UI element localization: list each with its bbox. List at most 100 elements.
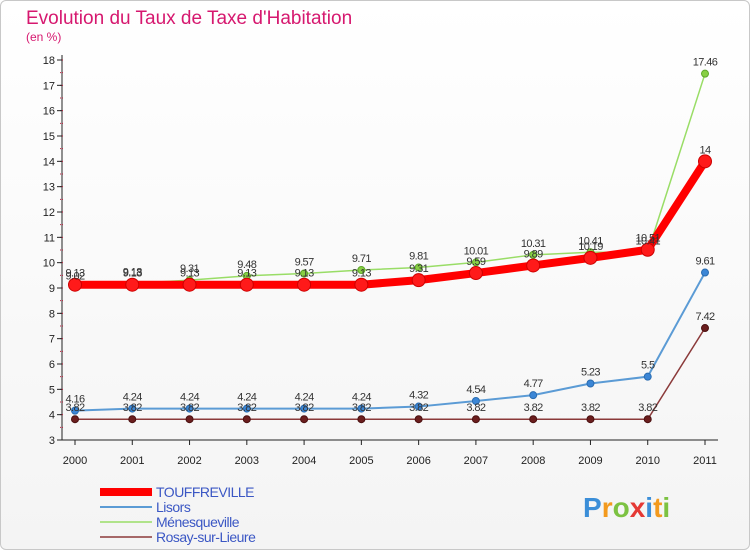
logo-letter: i — [662, 492, 670, 523]
data-label-lisors: 4.16 — [65, 394, 84, 406]
data-label-lisors: 4.24 — [295, 392, 314, 404]
data-label-rosay-sur-lieure: 3.82 — [237, 402, 256, 414]
data-label-rosay-sur-lieure: 3.82 — [123, 402, 142, 414]
y-tick-label: 18 — [43, 55, 55, 67]
y-tick-label: 10 — [43, 258, 55, 270]
y-tick-label: 9 — [49, 283, 55, 295]
data-point-rosay-sur-lieure — [414, 415, 423, 424]
data-label-touffreville: 9.13 — [65, 268, 84, 280]
data-label-rosay-sur-lieure: 3.82 — [352, 402, 371, 414]
data-label-lisors: 4.24 — [123, 392, 142, 404]
data-label-m-nesqueville: 9.18 — [123, 266, 142, 278]
data-label-rosay-sur-lieure: 7.42 — [695, 311, 714, 323]
x-tick-label: 2010 — [635, 455, 659, 467]
x-tick-label: 2009 — [578, 455, 602, 467]
data-point-rosay-sur-lieure — [586, 415, 595, 424]
x-tick-label: 2000 — [63, 455, 87, 467]
series-line-m-nesqueville — [74, 72, 706, 289]
data-label-touffreville: 10.51 — [635, 233, 660, 245]
data-point-touffreville — [125, 277, 140, 292]
data-point-rosay-sur-lieure — [300, 415, 309, 424]
logo-letter: x — [630, 492, 646, 523]
data-label-m-nesqueville: 10.01 — [464, 245, 489, 257]
data-label-touffreville: 10.19 — [578, 241, 603, 253]
data-point-rosay-sur-lieure — [128, 415, 137, 424]
data-point-rosay-sur-lieure — [471, 415, 480, 424]
data-label-m-nesqueville: 10.41 — [635, 235, 660, 247]
series-line-rosay-sur-lieure — [74, 327, 706, 420]
data-label-rosay-sur-lieure: 3.82 — [65, 402, 84, 414]
chart-subtitle: (en %) — [26, 30, 61, 44]
data-point-lisors — [71, 406, 79, 415]
x-tick-label: 2011 — [693, 455, 717, 467]
y-tick-label: 3 — [49, 435, 55, 447]
data-labels: 3.82 3.82 3.82 3.82 3.82 3.82 3.82 3.82 3.82 3.82… — [65, 57, 718, 415]
data-point-m-nesqueville — [414, 263, 423, 272]
data-label-touffreville: 9.13 — [295, 268, 314, 280]
data-point-lisors — [586, 379, 595, 388]
logo-text: Proxiti — [583, 492, 670, 523]
data-label-rosay-sur-lieure: 3.82 — [581, 402, 600, 414]
data-point-lisors — [128, 404, 137, 413]
data-label-rosay-sur-lieure: 3.82 — [409, 402, 428, 414]
data-point-m-nesqueville — [300, 269, 309, 278]
data-point-lisors — [242, 404, 251, 413]
data-label-rosay-sur-lieure: 3.82 — [524, 402, 543, 414]
logo-letter: t — [653, 492, 662, 523]
x-tick-label: 2006 — [406, 455, 430, 467]
data-point-touffreville — [354, 277, 369, 292]
x-tick-label: 2003 — [235, 455, 259, 467]
y-tick-label: 17 — [43, 80, 55, 92]
data-point-lisors — [357, 404, 366, 413]
data-point-rosay-sur-lieure — [643, 415, 652, 424]
data-label-m-nesqueville: 9.81 — [409, 250, 428, 262]
data-label-touffreville: 9.89 — [524, 248, 543, 260]
data-point-touffreville — [640, 242, 655, 257]
data-label-lisors: 4.77 — [524, 378, 543, 390]
x-tick-label: 2005 — [349, 455, 373, 467]
data-label-m-nesqueville: 9.31 — [180, 263, 199, 275]
legend-label-lisors: Lisors — [156, 499, 191, 515]
data-label-rosay-sur-lieure: 3.82 — [180, 402, 199, 414]
proxiti-logo: Proxiti — [583, 492, 670, 523]
data-point-touffreville — [68, 277, 82, 292]
logo-letter: r — [602, 492, 613, 523]
data-label-lisors: 4.32 — [409, 390, 428, 402]
data-label-rosay-sur-lieure: 3.82 — [466, 402, 485, 414]
data-point-rosay-sur-lieure — [357, 415, 366, 424]
data-point-touffreville — [297, 277, 312, 292]
y-tick-label: 8 — [49, 308, 55, 320]
data-label-m-nesqueville: 9.71 — [352, 253, 371, 265]
x-tick-label: 2008 — [521, 455, 545, 467]
y-tick-label: 11 — [44, 232, 55, 244]
series-line-lisors — [74, 271, 706, 412]
data-label-m-nesqueville: 9.02 — [65, 270, 84, 282]
data-label-lisors: 4.24 — [180, 392, 199, 404]
data-point-lisors — [300, 404, 309, 413]
data-point-touffreville — [526, 258, 541, 273]
data-point-touffreville — [239, 277, 254, 292]
legend: TOUFFREVILLELisorsMénesquevilleRosay-sur… — [100, 484, 257, 545]
y-tick-label: 4 — [49, 410, 55, 422]
x-tick-label: 2002 — [177, 455, 201, 467]
data-point-lisors — [471, 396, 480, 405]
data-label-m-nesqueville: 17.46 — [693, 57, 718, 69]
data-label-lisors: 5.23 — [581, 367, 600, 379]
data-label-lisors: 4.24 — [237, 392, 256, 404]
data-point-rosay-sur-lieure — [185, 415, 194, 424]
data-point-m-nesqueville — [471, 258, 480, 267]
data-label-lisors: 9.61 — [695, 256, 714, 268]
y-tick-label: 15 — [43, 131, 55, 143]
logo-letter: P — [583, 492, 602, 523]
data-point-rosay-sur-lieure — [71, 415, 79, 424]
data-label-touffreville: 9.13 — [352, 268, 371, 280]
data-label-touffreville: 9.31 — [409, 263, 428, 275]
data-label-lisors: 5.5 — [641, 360, 655, 372]
y-tick-label: 14 — [43, 156, 55, 168]
data-point-rosay-sur-lieure — [529, 415, 538, 424]
y-tick-label: 7 — [49, 334, 55, 346]
data-label-rosay-sur-lieure: 3.82 — [295, 402, 314, 414]
data-label-m-nesqueville: 10.41 — [578, 235, 603, 247]
